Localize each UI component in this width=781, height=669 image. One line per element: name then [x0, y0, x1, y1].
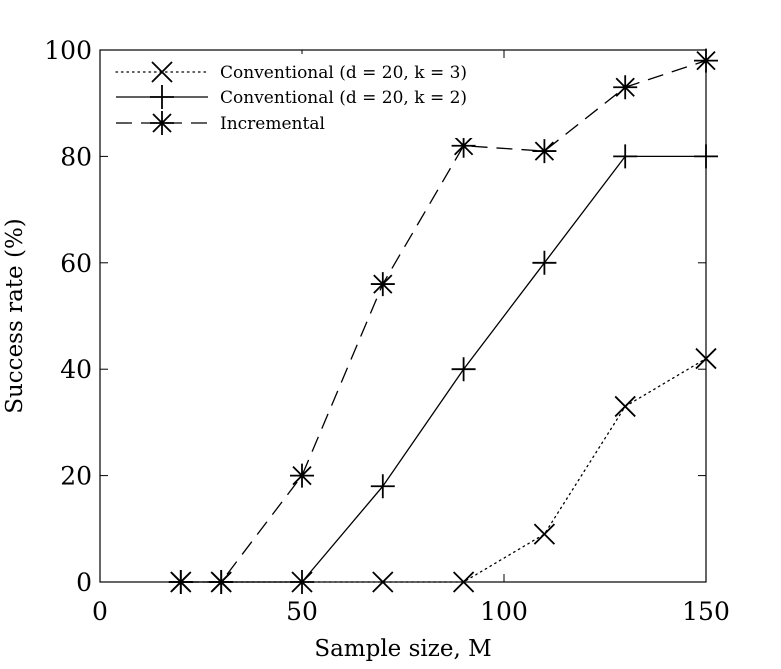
plus-marker-stroke: [150, 85, 174, 109]
asterisk-marker-stroke: [209, 570, 234, 594]
data-point-marker: [695, 347, 717, 370]
asterisk-marker-stroke: [370, 272, 395, 297]
y-tick-label: 60: [60, 249, 92, 278]
data-point-marker: [533, 523, 556, 545]
data-point-marker: [532, 139, 557, 164]
data-point-marker: [694, 144, 718, 169]
plus-marker-stroke: [451, 357, 476, 382]
legend-label-series-3: Incremental: [220, 114, 325, 134]
legend-marker: [150, 111, 174, 135]
data-point-marker: [614, 395, 636, 418]
y-axis-label: Success rate (%): [2, 218, 28, 414]
x-marker-stroke: [151, 61, 173, 83]
series-1: [170, 347, 717, 593]
data-point-marker: [290, 570, 314, 594]
legend-marker: [151, 61, 173, 83]
asterisk-marker-stroke: [451, 133, 476, 158]
legend-label-series-1: Conventional (d = 20, k = 3): [220, 63, 467, 83]
data-point-marker: [451, 357, 476, 382]
series-line: [180, 357, 707, 583]
y-tick-label: 100: [44, 36, 92, 65]
data-point-marker: [168, 570, 193, 594]
x-tick-label: 100: [480, 597, 528, 626]
legend-box: [104, 54, 496, 138]
y-tick-label: 80: [60, 142, 92, 171]
x-marker-stroke: [614, 395, 636, 418]
series-line: [180, 155, 706, 583]
asterisk-marker-stroke: [694, 48, 718, 73]
plus-marker-stroke: [694, 144, 718, 169]
x-marker-stroke: [533, 523, 556, 545]
plus-marker-stroke: [290, 570, 314, 594]
data-point-marker: [452, 571, 475, 593]
series-line: [180, 60, 707, 583]
x-axis-label: Sample size, M: [314, 636, 491, 662]
legend-symbols: [115, 61, 209, 135]
plus-marker-stroke: [532, 250, 557, 275]
asterisk-marker-stroke: [168, 570, 193, 594]
data-point-marker: [613, 75, 638, 100]
data-point-marker: [370, 272, 395, 297]
data-point-marker: [532, 250, 557, 275]
x-tick-label: 50: [286, 597, 318, 626]
data-point-marker: [613, 144, 638, 169]
x-marker-stroke: [452, 571, 475, 593]
asterisk-marker-stroke: [290, 463, 314, 488]
x-tick-label: 0: [92, 597, 108, 626]
data-point-marker: [370, 474, 395, 499]
plus-marker-stroke: [613, 144, 638, 169]
data-point-marker: [209, 570, 234, 594]
series-3: [168, 48, 718, 594]
data-point-marker: [372, 571, 394, 593]
plot-area-frame: [99, 49, 707, 583]
y-tick-label: 0: [76, 568, 92, 597]
asterisk-marker-stroke: [613, 75, 638, 100]
legend-marker: [150, 85, 174, 109]
asterisk-marker-stroke: [150, 111, 174, 135]
x-marker-stroke: [695, 347, 717, 370]
series-layer: [168, 48, 718, 594]
axis-ticks: 0 50 100 150 0 20 40 60 80 100: [44, 36, 730, 626]
legend: Conventional (d = 20, k = 3) Conventiona…: [104, 54, 496, 138]
data-point-marker: [451, 133, 476, 158]
series-2: [168, 144, 718, 594]
data-point-marker: [694, 48, 718, 73]
legend-label-series-2: Conventional (d = 20, k = 2): [220, 88, 467, 108]
x-tick-label: 150: [682, 597, 730, 626]
y-tick-label: 40: [60, 355, 92, 384]
x-marker-stroke: [372, 571, 394, 593]
asterisk-marker-stroke: [532, 139, 557, 164]
plus-marker-stroke: [370, 474, 395, 499]
y-tick-label: 20: [60, 462, 92, 491]
data-point-marker: [290, 463, 314, 488]
